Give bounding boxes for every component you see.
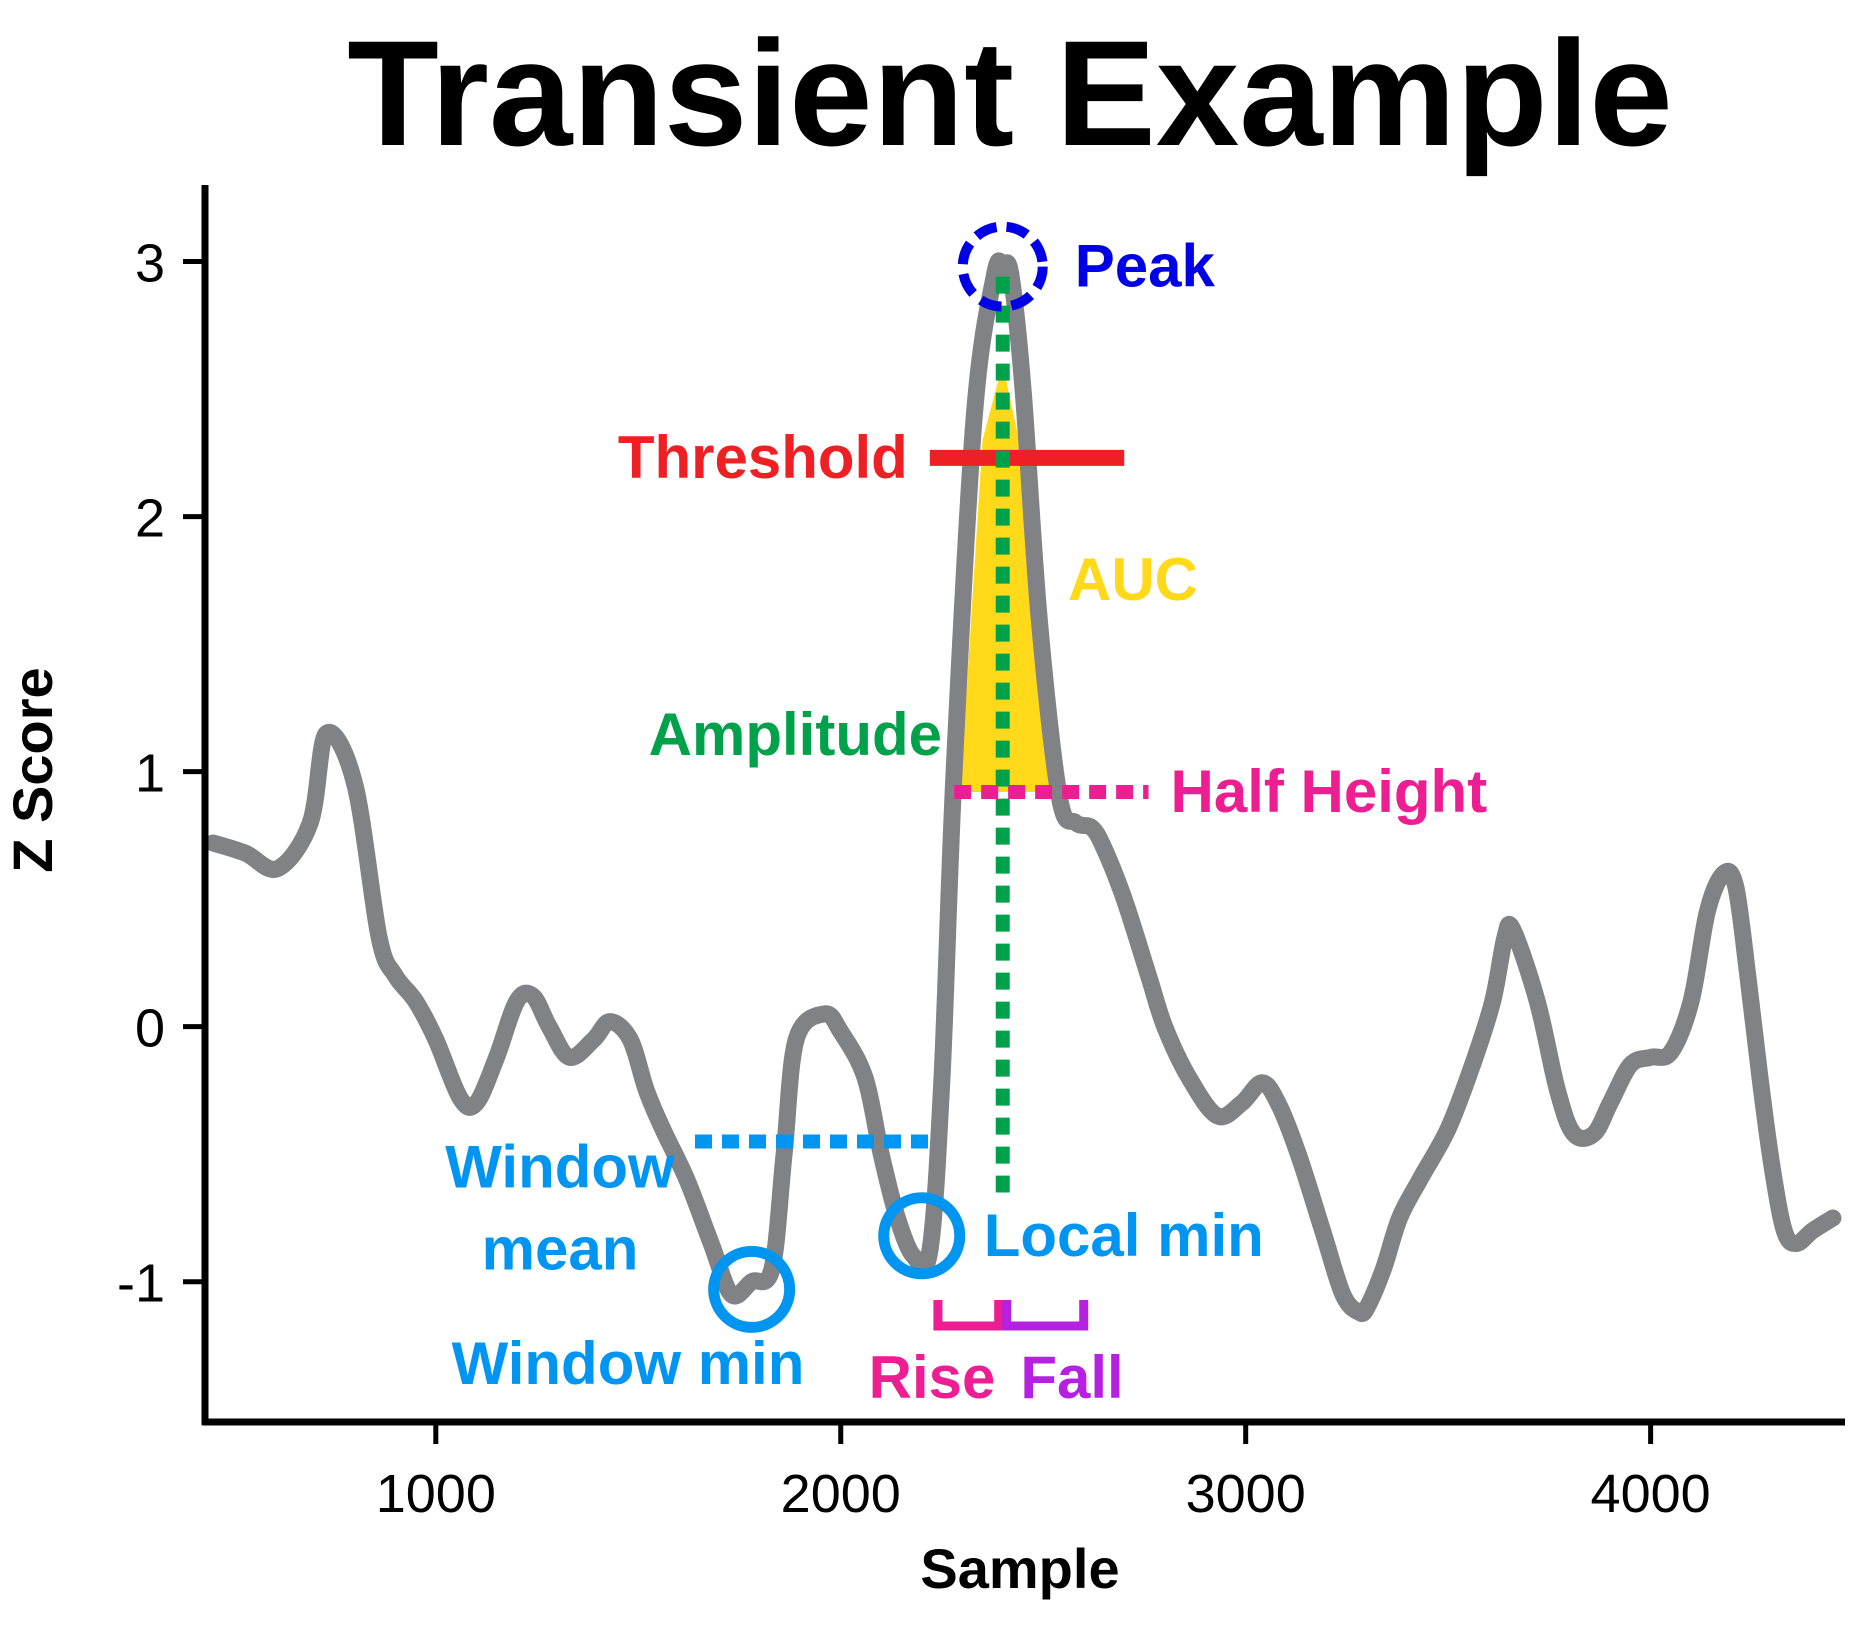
y-tick-label: 0: [135, 999, 165, 1059]
peak-label: Peak: [1075, 233, 1216, 300]
window-min-marker: [708, 1245, 796, 1333]
rise-bracket: [933, 1300, 1004, 1331]
x-tick-label: 1000: [376, 1464, 496, 1524]
x-tick-label: 2000: [781, 1464, 901, 1524]
fall-label: Fall: [1020, 1344, 1123, 1411]
x-tick-label: 4000: [1591, 1464, 1711, 1524]
auc-label: AUC: [1068, 546, 1198, 613]
fall-bracket: [1002, 1300, 1089, 1331]
peak-marker: [957, 221, 1048, 312]
x-axis-label: Sample: [920, 1537, 1119, 1600]
chart-title: Transient Example: [347, 9, 1673, 177]
amplitude-label: Amplitude: [649, 701, 942, 768]
y-tick-label: 2: [135, 489, 165, 549]
window-mean-label-line2: mean: [482, 1215, 639, 1282]
y-tick-label: 3: [135, 234, 165, 294]
half-height-label: Half Height: [1171, 758, 1488, 825]
y-tick-label: 1: [135, 744, 165, 804]
y-axis-label: Z Score: [1, 667, 64, 872]
annotations-group: Threshold Amplitude Half Height AUC Peak Wind…: [445, 221, 1488, 1411]
window-min-label: Window min: [452, 1330, 805, 1397]
local-min-label: Local min: [984, 1202, 1264, 1269]
rise-label: Rise: [869, 1344, 996, 1411]
x-tick-label: 3000: [1186, 1464, 1306, 1524]
y-tick-label: -1: [117, 1254, 165, 1314]
local-min-marker: [878, 1192, 966, 1280]
ticks-group: 1000 2000 3000 4000 -1 0 1 2 3: [117, 234, 1711, 1524]
threshold-label: Threshold: [618, 424, 908, 491]
axes-group: [201, 185, 1845, 1426]
window-mean-label-line1: Window: [445, 1133, 675, 1200]
